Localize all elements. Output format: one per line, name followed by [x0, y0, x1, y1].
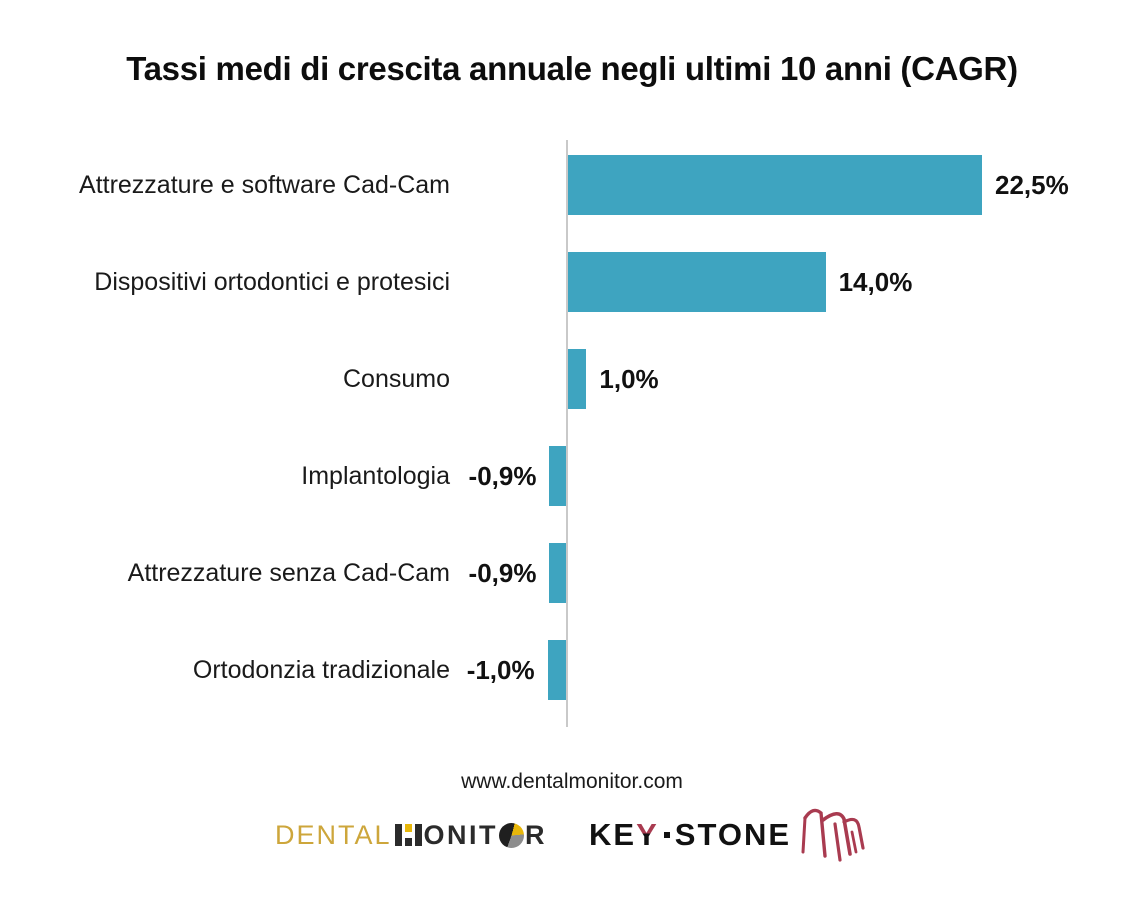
bar-chart: Attrezzature e software Cad-Cam 22,5% Disp… — [0, 140, 1144, 732]
chart-title: Tassi medi di crescita annuale negli ult… — [126, 50, 1018, 87]
category-label: Implantologia — [301, 462, 450, 490]
dental-monitor-logo-onit-text: ONIT — [423, 819, 499, 850]
dental-monitor-logo-r-text: R — [525, 819, 548, 850]
key-stone-stone-text: STONE — [674, 817, 792, 852]
category-label: Dispositivi ortodontici e protesici — [94, 268, 450, 296]
category-label: Attrezzature senza Cad-Cam — [127, 559, 450, 587]
key-stone-dot-separator — [663, 832, 670, 838]
value-label: 22,5% — [995, 170, 1069, 200]
value-label: -0,9% — [468, 461, 537, 491]
dental-monitor-logo-dental-text: DENTAL — [274, 819, 392, 850]
bar — [568, 252, 826, 312]
bar — [549, 446, 566, 506]
value-label: 1,0% — [599, 364, 659, 394]
key-stone-logo: KE Y STONE — [589, 802, 869, 868]
m-icon-middle — [404, 824, 412, 846]
bar — [568, 349, 587, 409]
website-url: www.dentalmonitor.com — [461, 770, 683, 793]
value-label: -0,9% — [468, 558, 537, 588]
m-icon-left-bar — [394, 824, 402, 846]
value-label: -1,0% — [466, 655, 535, 685]
key-stone-ke-text: KE — [589, 817, 637, 852]
pie-chart-o-icon — [499, 822, 525, 848]
zero-axis-line — [566, 140, 568, 727]
category-label: Attrezzature e software Cad-Cam — [79, 171, 450, 199]
key-stone-sketch-icon — [801, 808, 865, 862]
m-icon-gold-square — [404, 824, 412, 832]
category-label: Ortodonzia tradizionale — [192, 656, 450, 684]
key-stone-logo-text: KE Y STONE — [589, 817, 791, 853]
category-label: Consumo — [343, 365, 450, 393]
bar — [547, 640, 566, 700]
dental-monitor-logo: DENTAL ONIT R — [275, 820, 547, 851]
m-icon-dark-square — [404, 838, 412, 846]
logo-row: DENTAL ONIT R KE Y STONE — [0, 802, 1144, 868]
dental-monitor-m-icon — [394, 824, 422, 846]
key-stone-y-text: Y — [636, 817, 659, 852]
m-icon-right-bar — [414, 824, 422, 846]
value-label: 14,0% — [838, 267, 913, 297]
bar — [549, 543, 566, 603]
bar — [568, 155, 982, 215]
